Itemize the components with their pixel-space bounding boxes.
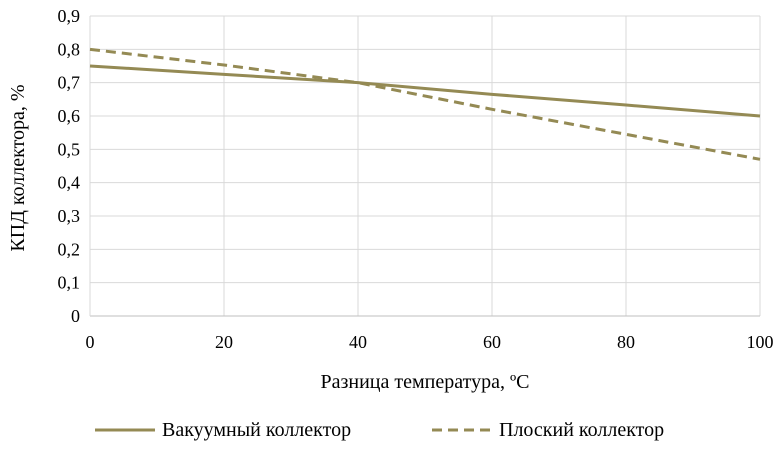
y-tick-label: 0,7 [58, 73, 81, 93]
y-axis-title: КПД коллектора, % [7, 84, 29, 251]
series-line-flat [89, 47, 761, 161]
y-tick-label: 0 [71, 306, 80, 326]
x-tick-label: 60 [483, 332, 501, 352]
y-tick-label: 0,6 [58, 106, 81, 126]
legend-label: Вакуумный коллектор [162, 419, 351, 441]
y-tick-label: 0,5 [58, 139, 81, 159]
legend: Вакуумный коллектор Плоский коллектор [95, 419, 664, 441]
x-tick-label: 80 [617, 332, 635, 352]
y-tick-label: 0,3 [58, 206, 81, 226]
y-tick-label: 0,1 [58, 273, 81, 293]
legend-label: Плоский коллектор [499, 419, 664, 441]
series-lines [89, 47, 761, 161]
x-tick-label: 20 [215, 332, 233, 352]
x-tick-label: 0 [86, 332, 95, 352]
x-tick-label: 40 [349, 332, 367, 352]
x-tick-label: 100 [747, 332, 774, 352]
y-tick-label: 0,8 [58, 39, 81, 59]
y-tick-label: 0,2 [58, 239, 81, 259]
grid [90, 15, 761, 316]
x-axis-title: Разница температура, ºC [321, 371, 530, 393]
series-line-vacuum [89, 64, 761, 118]
tick-labels: 0 0,1 0,2 0,3 0,4 0,5 0,6 0,7 0,8 0,9 0 20 40 60 80 100 [58, 6, 774, 352]
y-tick-label: 0,9 [58, 6, 81, 26]
y-tick-label: 0,4 [58, 173, 81, 193]
